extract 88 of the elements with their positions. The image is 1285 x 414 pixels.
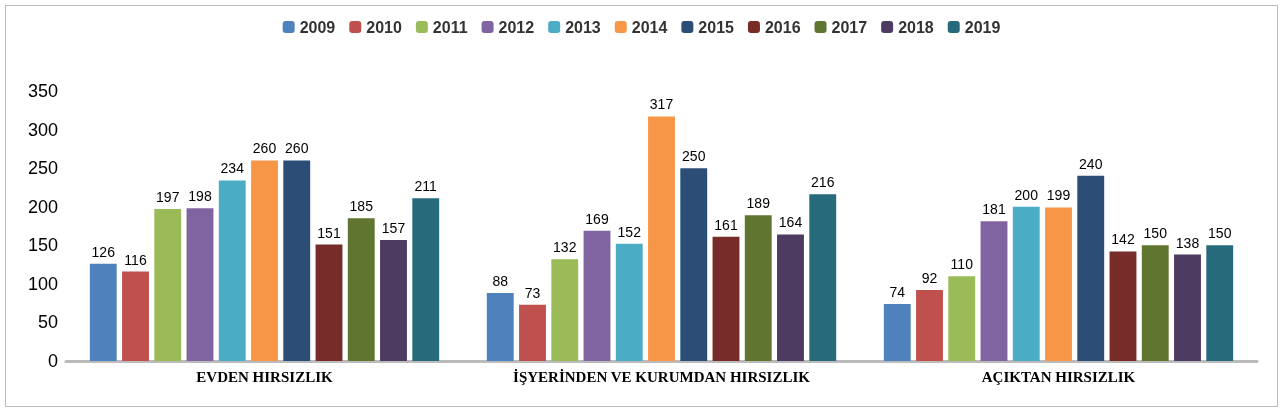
data-label: 161 <box>714 216 738 233</box>
y-tick-label: 350 <box>27 81 58 101</box>
bar <box>347 218 375 361</box>
data-label: 260 <box>252 140 277 157</box>
data-label: 250 <box>682 148 706 165</box>
bar <box>1077 175 1105 361</box>
data-label: 185 <box>349 198 374 215</box>
bar <box>1141 245 1169 361</box>
data-label: 169 <box>585 210 609 227</box>
data-label: 181 <box>982 201 1006 218</box>
data-label: 116 <box>124 251 147 268</box>
legend-label: 2012 <box>498 18 535 36</box>
data-label: 138 <box>1175 234 1200 251</box>
bar <box>486 293 514 361</box>
data-label: 110 <box>950 256 974 273</box>
data-label: 200 <box>1014 186 1039 203</box>
data-label: 132 <box>553 239 577 256</box>
data-label: 157 <box>381 219 406 236</box>
data-label: 150 <box>1143 225 1168 242</box>
bar <box>583 230 611 361</box>
y-tick-label: 250 <box>27 158 58 179</box>
bar <box>519 304 546 361</box>
data-label: 234 <box>220 160 245 177</box>
bar <box>883 303 911 361</box>
data-label: 216 <box>811 174 835 191</box>
bar <box>1109 251 1137 361</box>
data-label: 152 <box>617 223 642 240</box>
data-label: 317 <box>649 96 674 113</box>
bar <box>412 198 440 361</box>
bar <box>251 160 278 361</box>
legend-label: 2009 <box>299 18 336 36</box>
bar <box>122 271 149 361</box>
y-tick-label: 300 <box>27 119 58 140</box>
bar <box>218 180 246 361</box>
data-label: 92 <box>921 270 938 287</box>
bar <box>777 234 804 361</box>
bar <box>1012 206 1040 361</box>
data-label: 189 <box>746 195 771 212</box>
x-tick-label: EVDEN HIRSIZLIK <box>196 368 333 385</box>
bar <box>615 243 643 361</box>
data-label: 199 <box>1046 187 1071 204</box>
y-tick-label: 0 <box>47 351 58 371</box>
x-tick-label: İŞYERİNDEN VE KURUMDAN HIRSIZLIK <box>513 368 811 385</box>
legend-label: 2010 <box>366 18 402 36</box>
bar <box>948 276 976 361</box>
bar <box>680 168 708 361</box>
bar <box>154 209 182 361</box>
data-label: 150 <box>1208 225 1232 242</box>
bar <box>315 244 343 361</box>
bar <box>283 160 311 361</box>
bar <box>1206 245 1234 361</box>
bar <box>1045 207 1072 361</box>
bar <box>809 194 837 361</box>
bar <box>712 236 740 361</box>
data-label: 197 <box>156 189 180 206</box>
y-tick-label: 150 <box>27 235 58 256</box>
data-label: 74 <box>889 283 906 300</box>
data-label: 198 <box>188 188 212 205</box>
data-label: 73 <box>524 284 541 301</box>
legend-label: 2014 <box>631 18 668 36</box>
data-label: 88 <box>492 273 509 290</box>
y-tick-label: 50 <box>37 312 58 333</box>
data-label: 142 <box>1111 231 1135 248</box>
data-label: 151 <box>317 224 341 241</box>
bar <box>551 259 579 361</box>
legend-label: 2013 <box>565 18 601 36</box>
y-tick-label: 200 <box>27 196 58 217</box>
legend-label: 2015 <box>698 18 735 36</box>
x-tick-label: AÇIKTAN HIRSIZLIK <box>981 368 1136 385</box>
data-label: 240 <box>1079 155 1103 172</box>
legend-label: 2016 <box>764 18 801 36</box>
data-label: 164 <box>778 214 803 231</box>
bar <box>648 116 675 361</box>
bar <box>186 208 214 361</box>
bar <box>380 239 407 361</box>
data-label: 211 <box>414 178 438 195</box>
bar <box>1174 254 1201 361</box>
bar <box>744 215 772 361</box>
bar <box>916 290 943 361</box>
data-label: 260 <box>285 140 309 157</box>
y-tick-label: 100 <box>27 273 58 294</box>
legend-label: 2017 <box>831 18 868 36</box>
legend-label: 2019 <box>964 18 1001 36</box>
bar <box>980 221 1008 361</box>
legend-label: 2018 <box>898 18 934 36</box>
data-label: 126 <box>91 243 116 260</box>
legend-label: 2011 <box>432 18 468 36</box>
bar <box>89 263 117 361</box>
